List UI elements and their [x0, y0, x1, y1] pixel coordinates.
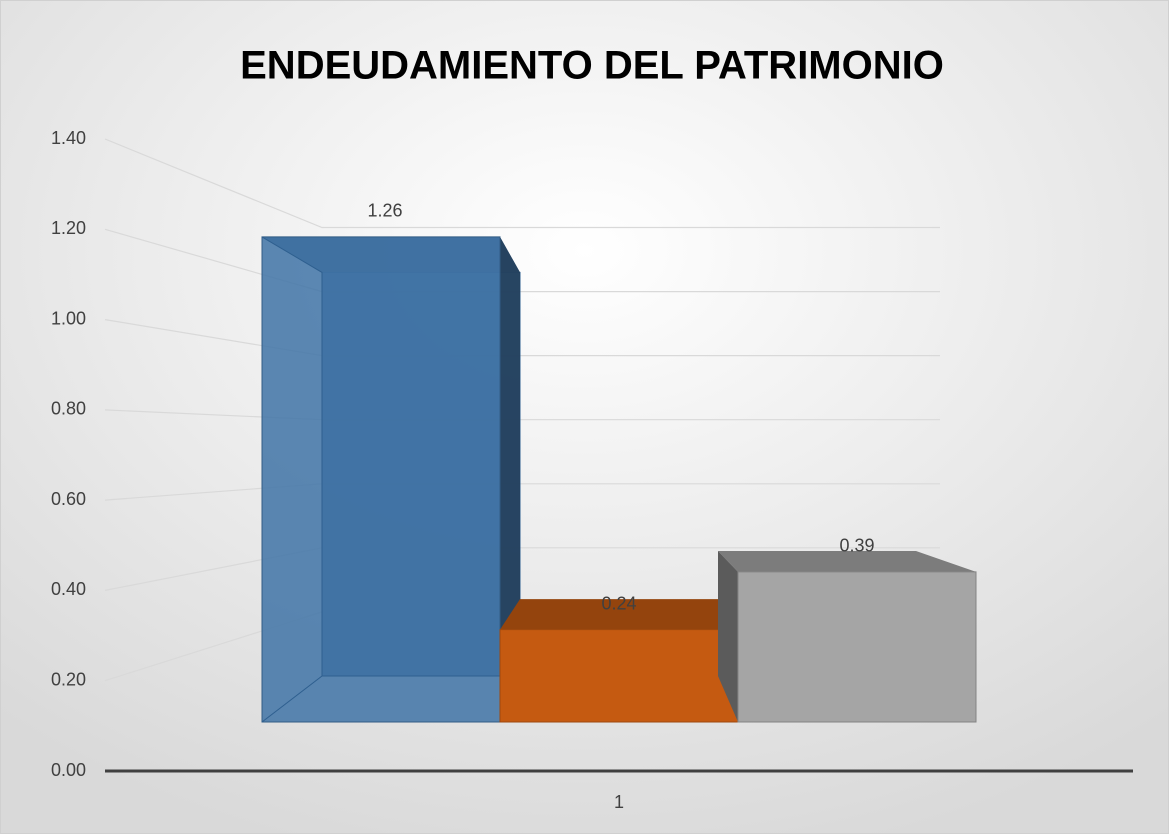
y-tick-label: 1.40 — [51, 128, 86, 148]
bar-top — [718, 551, 976, 572]
data-label: 0.24 — [601, 593, 636, 613]
bar-side — [718, 551, 738, 722]
data-label: 1.26 — [367, 201, 402, 221]
y-tick-label: 1.00 — [51, 308, 86, 328]
bar-edge — [261, 236, 323, 723]
y-tick-label: 0.60 — [51, 489, 86, 509]
grid-line — [104, 138, 940, 229]
bar — [499, 629, 739, 723]
chart-title: ENDEUDAMIENTO DEL PATRIMONIO — [240, 44, 944, 88]
y-tick-label: 0.20 — [51, 669, 86, 689]
y-tick-label: 1.20 — [51, 218, 86, 238]
data-label: 0.39 — [839, 536, 874, 556]
y-tick-label: 0.80 — [51, 399, 86, 419]
bar-top — [500, 599, 738, 630]
x-tick-label: 1 — [614, 792, 624, 812]
y-tick-label: 0.00 — [51, 760, 86, 780]
bar-side — [500, 236, 520, 722]
y-tick-label: 0.40 — [51, 579, 86, 599]
bar — [737, 571, 977, 723]
bar — [261, 236, 501, 723]
